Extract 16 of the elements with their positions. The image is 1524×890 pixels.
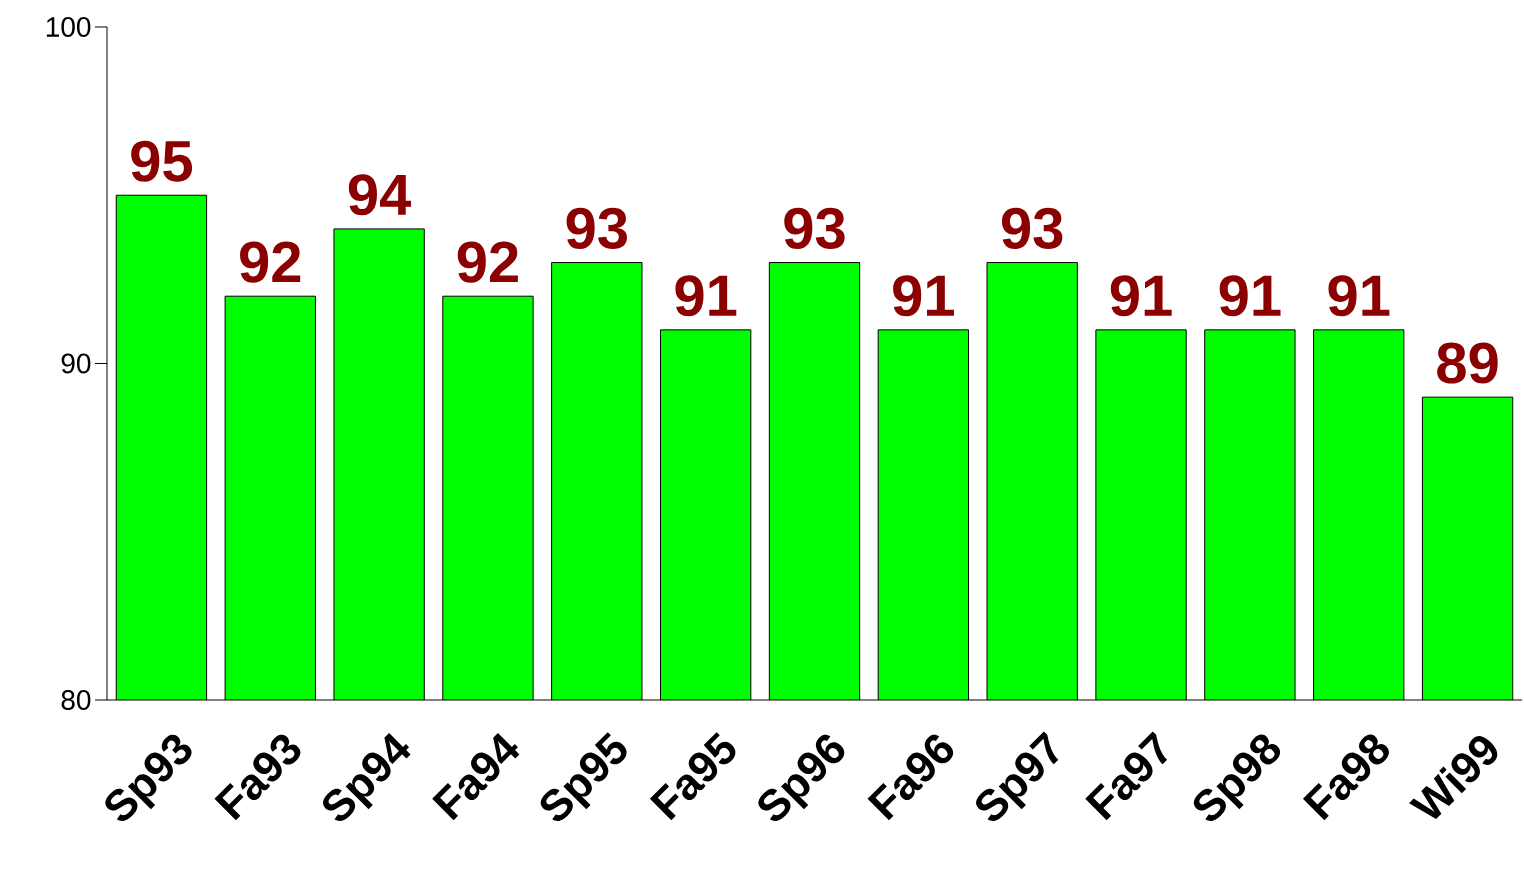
- y-tick-label: 90: [61, 353, 91, 374]
- data-label: 92: [240, 241, 301, 283]
- data-label: 91: [1219, 275, 1281, 317]
- data-label: 93: [784, 207, 845, 250]
- data-label: 91: [1328, 275, 1390, 317]
- data-label: 92: [457, 241, 518, 283]
- data-label: 89: [1437, 342, 1498, 384]
- data-label: 91: [675, 275, 737, 317]
- y-tick-label: 100: [46, 17, 91, 37]
- data-label: 94: [348, 174, 412, 216]
- data-label: 95: [131, 140, 193, 182]
- data-label: 91: [1110, 275, 1172, 317]
- y-tick-label: 80: [61, 690, 91, 710]
- data-label: 93: [566, 207, 627, 250]
- data-label: 91: [893, 275, 954, 317]
- data-label: 93: [1001, 207, 1063, 250]
